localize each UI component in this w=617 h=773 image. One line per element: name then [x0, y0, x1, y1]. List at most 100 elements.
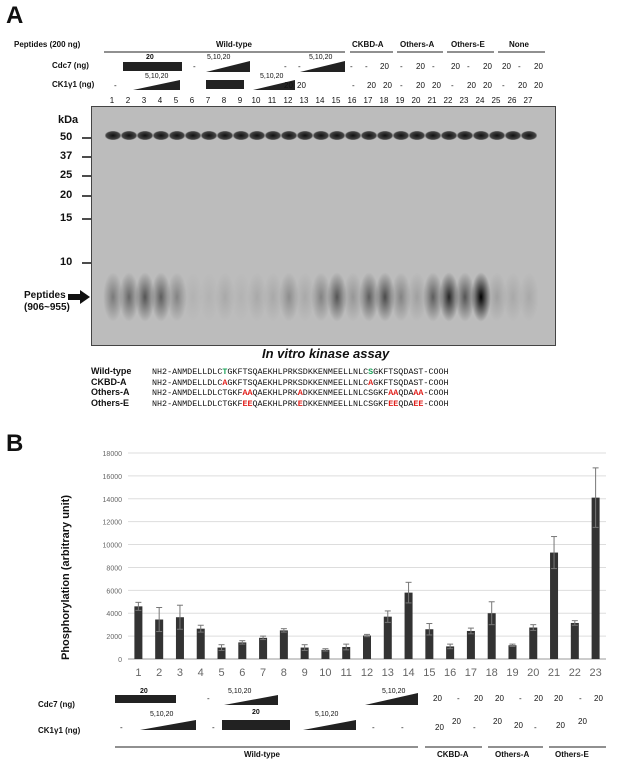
gel-band-peptide — [103, 272, 123, 322]
bar — [259, 637, 268, 659]
x-tick-label: 20 — [527, 667, 539, 679]
cdc7-value: - — [298, 62, 301, 71]
peptides-range-label: (906~955) — [24, 302, 70, 313]
x-tick-label: 8 — [281, 667, 287, 679]
bar — [155, 619, 164, 659]
ck1-value: - — [352, 81, 355, 90]
lane-number: 3 — [141, 96, 147, 105]
gel-band-peptide — [311, 272, 331, 322]
sequence-segment: QAEKHLPRK — [252, 398, 298, 409]
marker-ticks — [82, 137, 91, 264]
ck1-label: CK1γ1 (ng) — [52, 80, 95, 89]
sequence-segment: T — [222, 367, 228, 377]
cdc7-value: 20 — [502, 62, 511, 71]
x-tick-label: 16 — [444, 667, 456, 679]
lane-number: 25 — [491, 96, 501, 105]
gel-band-50kda — [377, 131, 393, 140]
b-cdc7-bar-label: 20 — [140, 688, 148, 695]
x-tick-label: 17 — [465, 667, 477, 679]
sequence-segment: A — [368, 377, 374, 388]
cdc7-value: - — [365, 62, 368, 71]
lane-number: 6 — [189, 96, 195, 105]
x-tick-label: 19 — [506, 667, 518, 679]
sequence-segment: AA — [413, 388, 424, 398]
group-ckbd-a: CKBD-A — [352, 40, 384, 49]
lane-number: 13 — [299, 96, 309, 105]
sequence-segment: A — [222, 377, 228, 388]
ck1-value: 20 — [518, 81, 527, 90]
b-group-ckbd-a: CKBD-A — [437, 750, 469, 759]
gel-band-50kda — [345, 131, 361, 140]
sequence-label: Others-E — [91, 397, 130, 408]
sequence-text: NH2-ANMDELLDLCTGKFEEQAEKHLPRKEDKKENMEELL… — [152, 399, 449, 409]
cdc7-value: - — [284, 62, 287, 71]
sequence-text: NH2-ANMDELLDLCAGKFTSQAEKHLPRKSDKKENMEELL… — [152, 378, 449, 388]
sequence-segment: AA — [242, 388, 253, 398]
sequence-segment: NH2-ANMDELLDLC — [152, 367, 223, 377]
b-group-others-a: Others-A — [495, 750, 530, 759]
ck1-value: 20 — [284, 81, 293, 90]
gel-band-peptide — [295, 272, 315, 322]
b-cdc7-value: - — [207, 694, 210, 703]
bar — [279, 630, 288, 659]
gel-band-50kda — [473, 131, 489, 140]
gel-band-peptide — [231, 272, 251, 322]
cdc7-label: Cdc7 (ng) — [52, 61, 89, 70]
sequence-segment: NH2-ANMDELLDLC — [152, 377, 223, 388]
gel-band-peptide — [279, 272, 299, 322]
lane-number: 23 — [459, 96, 469, 105]
x-tick-label: 12 — [361, 667, 373, 679]
sequence-segment: NH2-ANMDELLDLCTGKF — [152, 398, 243, 409]
lane-number: 1 — [109, 96, 115, 105]
lane-number: 4 — [157, 96, 163, 105]
lane-number: 14 — [315, 96, 325, 105]
ck1-value: 20 — [467, 81, 476, 90]
y-tick-label: 14000 — [103, 497, 123, 504]
x-tick-label: 18 — [486, 667, 498, 679]
gel-band-50kda — [457, 131, 473, 140]
b-ck1-bar-label: 20 — [252, 709, 260, 716]
gel-band-peptide — [487, 272, 507, 322]
wt-ck1-ramp-label: 5,10,20 — [145, 73, 169, 80]
bar — [570, 622, 579, 659]
sequence-segment: DKKENMEELLNLCSGKF — [302, 388, 389, 398]
b-cdc7-value: 20 — [474, 694, 483, 703]
bar — [425, 629, 434, 659]
bar — [550, 552, 559, 659]
b-ck1-value: - — [534, 723, 537, 732]
gel-band-peptide — [423, 272, 443, 322]
cdc7-value: 20 — [534, 62, 543, 71]
cdc7-value: - — [193, 62, 196, 71]
gel-band-50kda — [281, 131, 297, 140]
bar — [591, 497, 600, 659]
sequence-segment: EE — [388, 398, 399, 409]
b-ck1-value: - — [473, 723, 476, 732]
marker-20: 20 — [60, 189, 73, 201]
sequence-label: CKBD-A — [91, 376, 127, 387]
gel-image — [91, 106, 556, 346]
y-tick-label: 16000 — [103, 474, 123, 481]
b-ck1-ramp2-label: 5,10,20 — [315, 711, 339, 718]
sequence-segment: DKKENMEELLNLCSGKF — [302, 398, 389, 409]
b-cdc7-value: 20 — [433, 694, 442, 703]
b-ck1-ramp-label: 5,10,20 — [150, 711, 174, 718]
gel-band-peptide — [391, 272, 411, 322]
b-ck1-value: 20 — [556, 721, 565, 730]
gel-band-50kda — [361, 131, 377, 140]
sequence-segment: EE — [413, 398, 424, 409]
lane-number: 24 — [475, 96, 485, 105]
x-tick-label: 7 — [260, 667, 266, 679]
panel-a-header-lines — [104, 51, 545, 90]
x-tick-label: 4 — [198, 667, 204, 679]
group-none: None — [509, 40, 529, 49]
gel-band-peptide — [119, 272, 139, 322]
gel-band-50kda — [441, 131, 457, 140]
gel-band-50kda — [505, 131, 521, 140]
gel-band-peptide — [199, 272, 219, 322]
lane-number: 2 — [125, 96, 131, 105]
gel-band-peptide — [455, 272, 475, 322]
b-cdc7-value: 20 — [554, 694, 563, 703]
kda-title: kDa — [58, 114, 79, 126]
sequence-segment: NH2-ANMDELLDLCTGKF — [152, 388, 243, 398]
sequence-segment: QDA — [398, 398, 414, 409]
